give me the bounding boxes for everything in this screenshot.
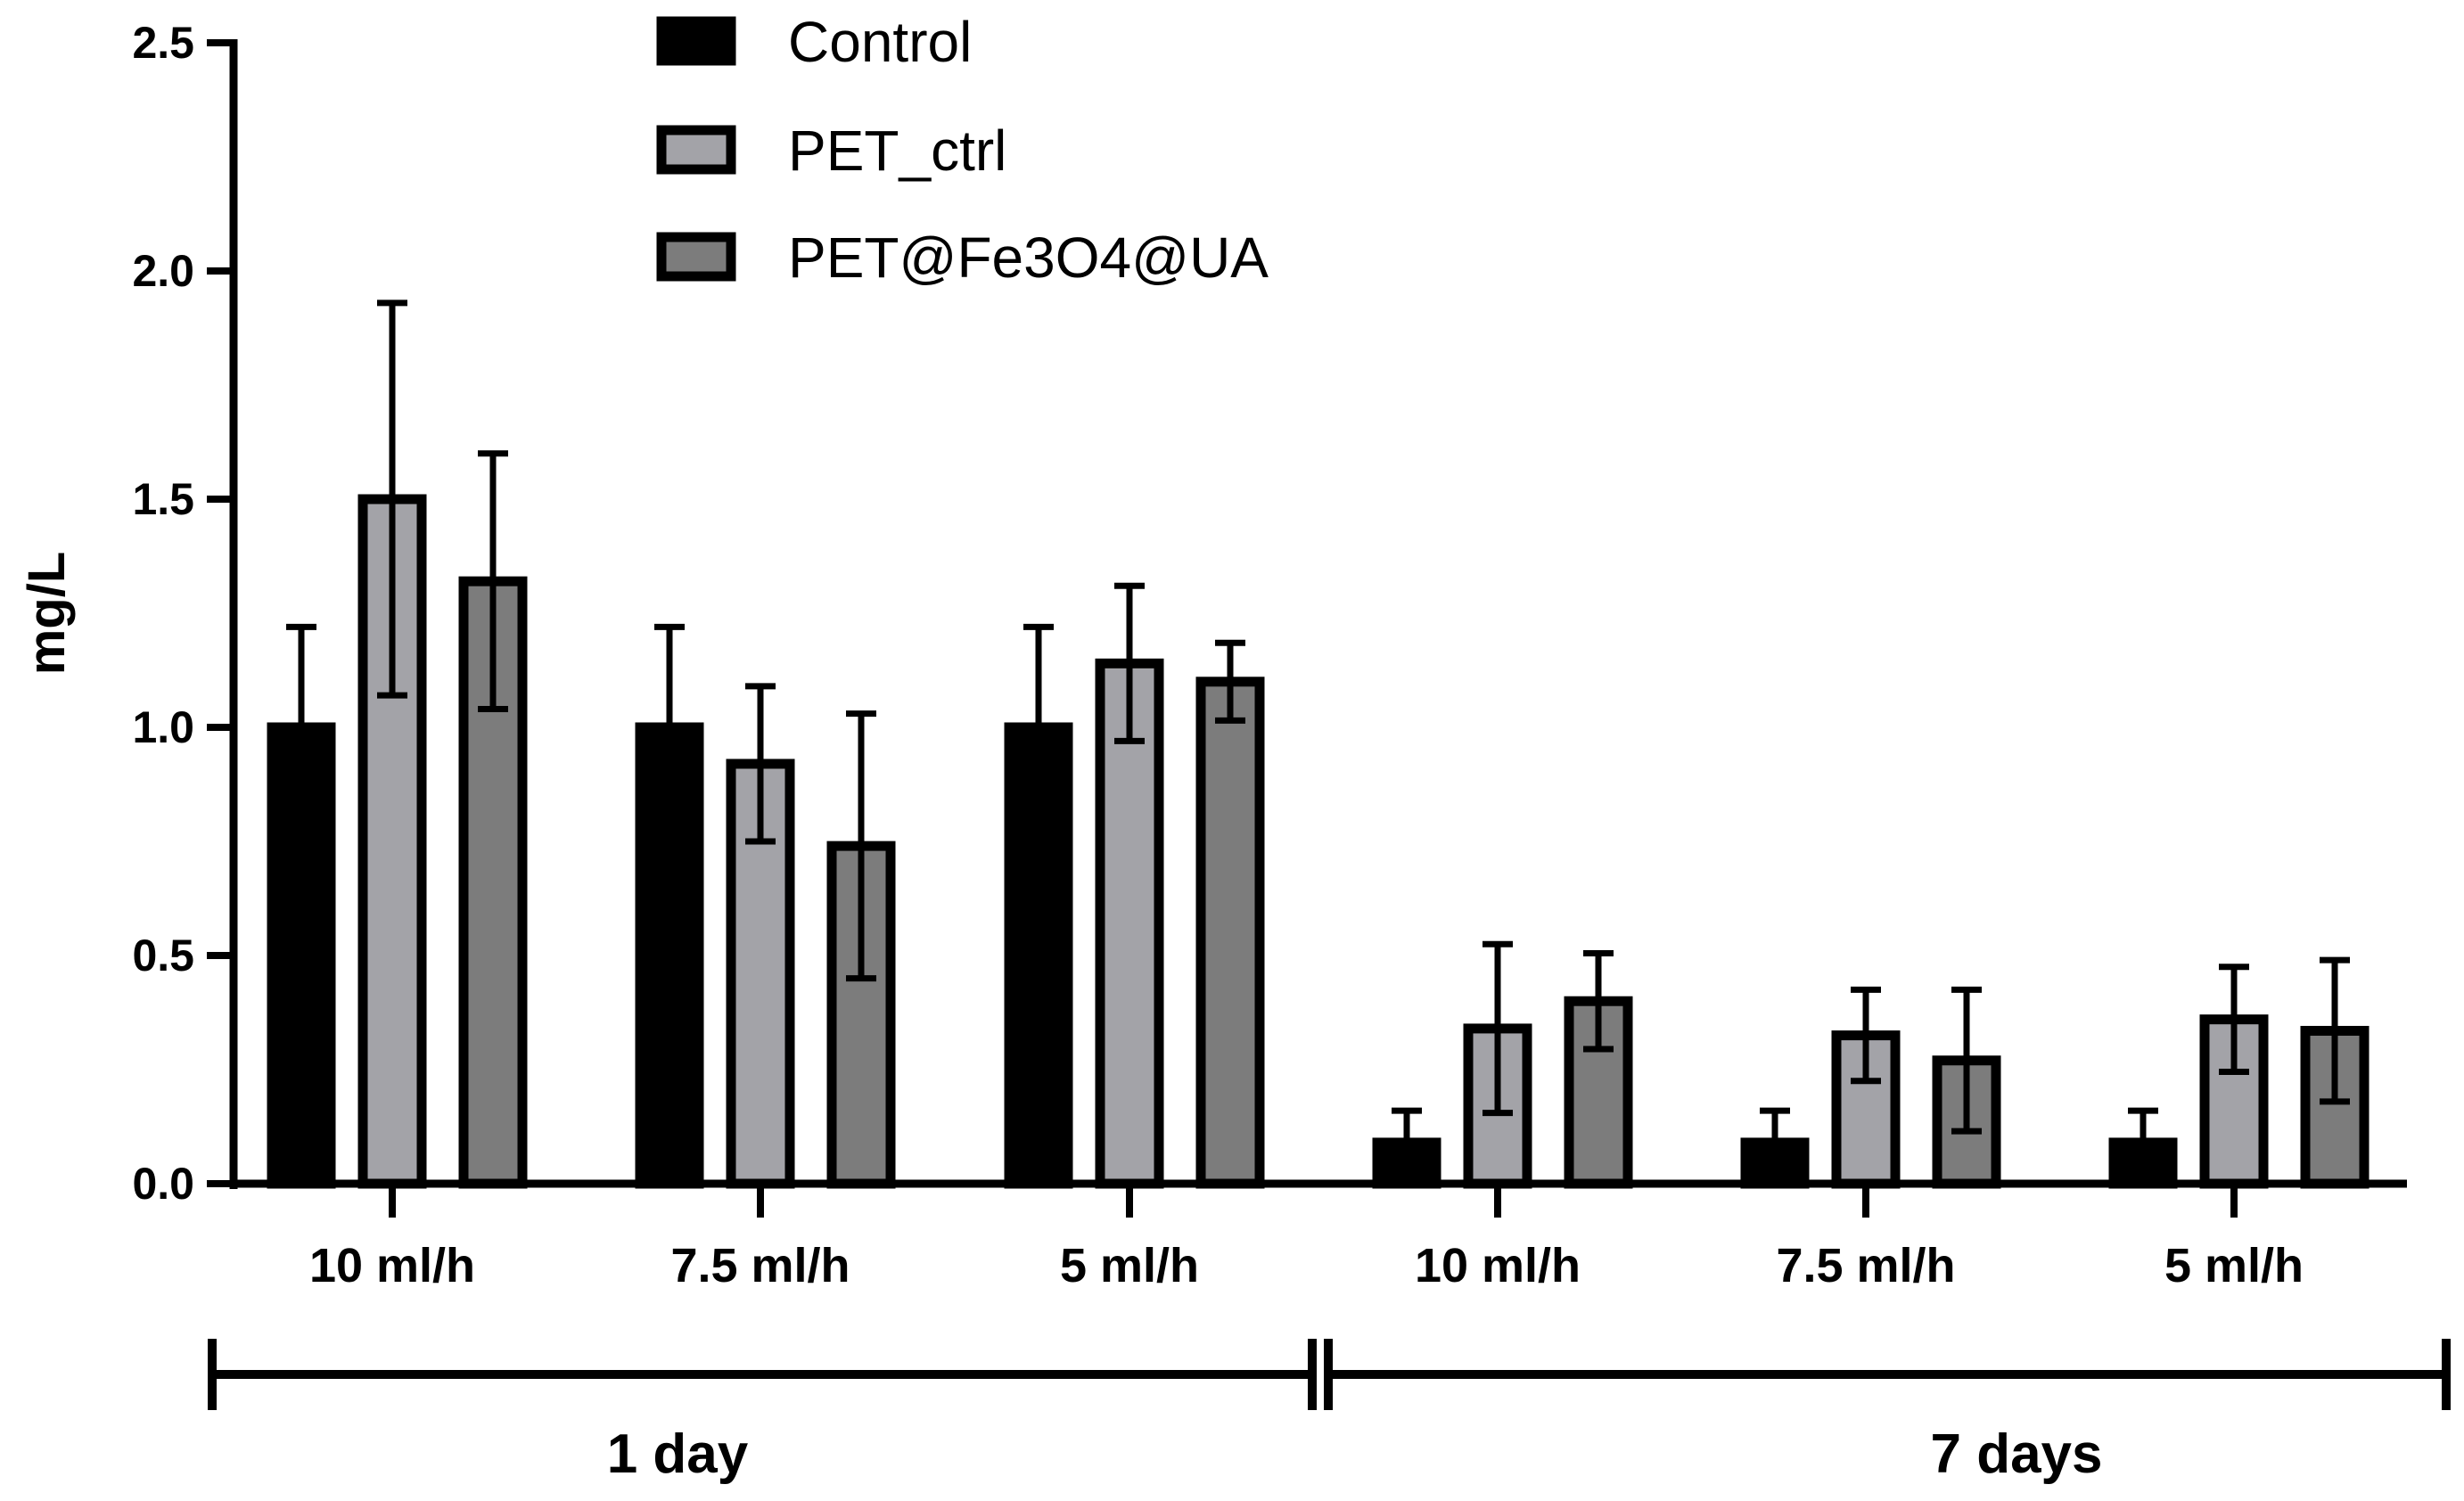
y-tick-label: 0.0 bbox=[132, 1159, 194, 1209]
group-label: 7 days bbox=[1930, 1423, 2102, 1485]
y-tick-label: 1.5 bbox=[132, 474, 194, 524]
bar-pet-fe3o4-ua-2 bbox=[1195, 677, 1265, 1189]
legend-swatch-2 bbox=[656, 232, 736, 282]
y-tick-label: 1.0 bbox=[132, 702, 194, 752]
legend: Control PET_ctrl PET@Fe3O4@UA bbox=[656, 10, 1269, 290]
group-label: 1 day bbox=[607, 1423, 749, 1485]
x-tick-label: 7.5 ml/h bbox=[670, 1239, 850, 1292]
x-tick-label: 5 ml/h bbox=[1060, 1239, 1199, 1292]
legend-swatch-0 bbox=[656, 16, 736, 66]
x-tick-label: 7.5 ml/h bbox=[1776, 1239, 1955, 1292]
axes-layer bbox=[207, 39, 2451, 1410]
legend-label: PET_ctrl bbox=[788, 119, 1006, 183]
legend-label: PET@Fe3O4@UA bbox=[788, 226, 1269, 290]
y-tick-label: 2.5 bbox=[132, 18, 194, 68]
legend-swatch-1 bbox=[656, 125, 736, 175]
x-tick-label: 10 ml/h bbox=[309, 1239, 475, 1292]
x-tick-label: 10 ml/h bbox=[1415, 1239, 1581, 1292]
x-tick-label: 5 ml/h bbox=[2164, 1239, 2304, 1292]
error-bars-layer bbox=[286, 299, 2350, 1178]
labels-layer: 0.0 0.5 1.0 1.5 2.0 2.5 10 ml/h 7.5 ml/h 5 ml/h 1… bbox=[18, 18, 2304, 1485]
y-axis-label: mg/L bbox=[18, 552, 76, 676]
y-tick-label: 0.5 bbox=[132, 931, 194, 980]
legend-label: Control bbox=[788, 10, 972, 74]
y-tick-label: 2.0 bbox=[132, 246, 194, 296]
bars-layer bbox=[267, 494, 2370, 1189]
